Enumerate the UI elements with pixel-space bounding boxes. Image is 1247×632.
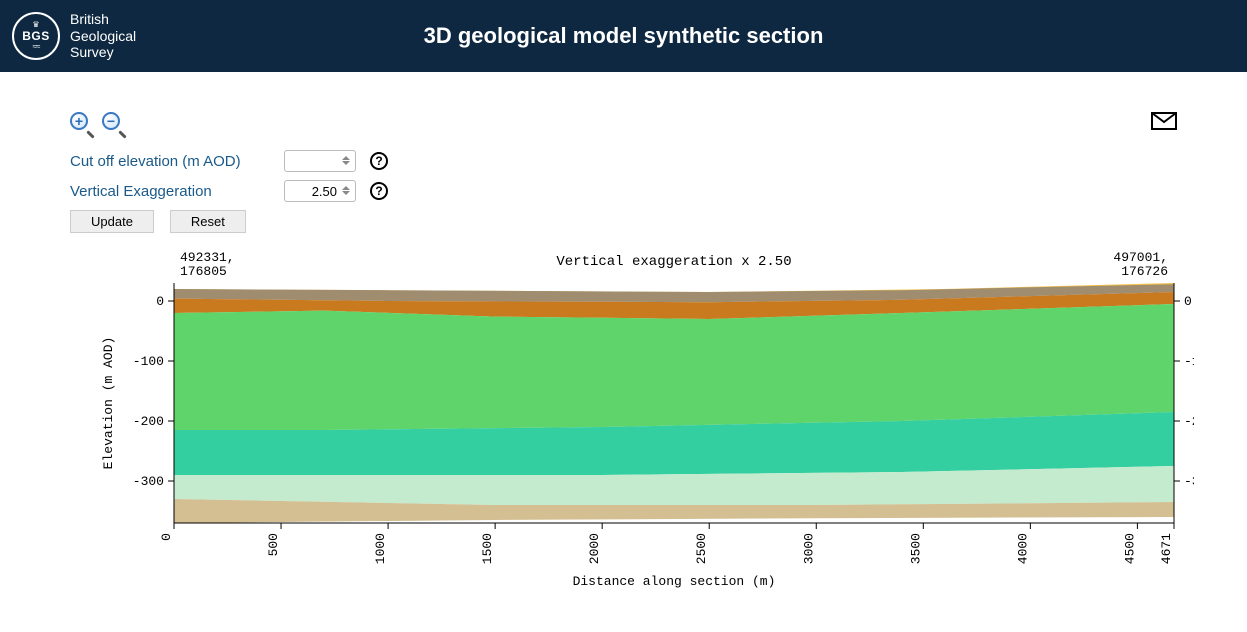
controls-panel: + − Cut off elevation (m AOD) ? Vertical… (0, 72, 1247, 243)
layer-green-bright (174, 304, 1174, 430)
vexag-stepper[interactable] (342, 181, 354, 199)
x-tick-label: 4500 (1122, 533, 1137, 564)
vexag-label: Vertical Exaggeration (70, 183, 270, 200)
y-tick-label: -200 (132, 414, 163, 429)
x-tick-label: 2500 (694, 533, 709, 564)
reset-button[interactable]: Reset (170, 210, 246, 233)
y-tick-label-right: 0 (1184, 294, 1192, 309)
help-cutoff-icon[interactable]: ? (370, 152, 388, 170)
zoom-in-icon[interactable]: + (70, 112, 96, 138)
y-tick-label-right: -200 (1184, 414, 1194, 429)
cutoff-stepper[interactable] (342, 151, 354, 169)
x-tick-label: 1500 (480, 533, 495, 564)
coord-end: 176726 (1121, 264, 1168, 279)
x-tick-label: 1000 (373, 533, 388, 564)
x-tick-label: 3000 (801, 533, 816, 564)
coord-end: 497001, (1113, 250, 1168, 265)
x-tick-label: 500 (266, 533, 281, 556)
section-chart-svg: 0 0 -100 -100 -200 -200 -300 -300 0 500 1000 1500 20… (54, 243, 1194, 603)
y-tick-label: -100 (132, 354, 163, 369)
y-tick-label: -300 (132, 474, 163, 489)
x-tick-label: 0 (159, 533, 174, 541)
page-title: 3D geological model synthetic section (424, 23, 824, 49)
org-name: British Geological Survey (70, 11, 136, 61)
zoom-out-icon[interactable]: − (102, 112, 128, 138)
section-chart: 0 0 -100 -100 -200 -200 -300 -300 0 500 1000 1500 20… (0, 243, 1247, 623)
org-line: Survey (70, 44, 136, 61)
y-tick-label-right: -100 (1184, 354, 1194, 369)
vexag-annotation: Vertical exaggeration x 2.50 (556, 254, 791, 270)
coord-start: 492331, (180, 250, 235, 265)
x-tick-label: 2000 (587, 533, 602, 564)
org-line: British (70, 11, 136, 28)
y-axis-label: Elevation (m AOD) (101, 337, 116, 470)
y-tick-label: 0 (156, 294, 164, 309)
org-line: Geological (70, 28, 136, 45)
y-tick-label-right: -300 (1184, 474, 1194, 489)
help-vexag-icon[interactable]: ? (370, 182, 388, 200)
cutoff-label: Cut off elevation (m AOD) (70, 153, 270, 170)
x-axis-label: Distance along section (m) (572, 574, 775, 589)
logo-abbrev: BGS (22, 29, 50, 43)
x-tick-label: 4000 (1015, 533, 1030, 564)
coord-start: 176805 (180, 264, 227, 279)
bgs-logo-icon: ♛ BGS ≈≈ (12, 12, 60, 60)
x-tick-label: 4671 (1159, 533, 1174, 564)
app-header: ♛ BGS ≈≈ British Geological Survey 3D ge… (0, 0, 1247, 72)
x-tick-label: 3500 (908, 533, 923, 564)
contact-mail-icon[interactable] (1151, 112, 1177, 130)
logo-block: ♛ BGS ≈≈ British Geological Survey (12, 11, 136, 61)
update-button[interactable]: Update (70, 210, 154, 233)
